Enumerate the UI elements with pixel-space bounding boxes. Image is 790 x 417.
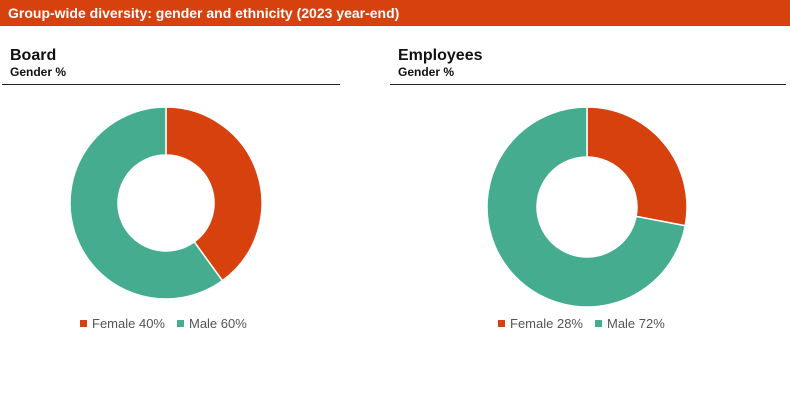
- donut-slice-male: [486, 106, 687, 308]
- legend-item-female: Female 40%: [80, 316, 165, 331]
- board-panel: Board Gender %: [2, 46, 340, 85]
- legend-item-male: Male 72%: [594, 316, 665, 331]
- board-divider: [2, 84, 340, 85]
- employees-legend: Female 28% Male 72%: [498, 316, 665, 331]
- male-swatch-icon: [176, 320, 184, 327]
- legend-label-female: Female 28%: [510, 316, 583, 331]
- employees-subtitle: Gender %: [398, 65, 455, 79]
- legend-label-male: Male 60%: [188, 316, 247, 331]
- board-subtitle: Gender %: [10, 65, 67, 79]
- board-legend: Female 40% Male 60%: [80, 316, 247, 331]
- donut-slice-female: [586, 106, 688, 227]
- donut-slice-male: [69, 106, 224, 300]
- legend-item-male: Male 60%: [176, 316, 247, 331]
- female-swatch-icon: [498, 320, 505, 327]
- donut-slice-female: [165, 106, 263, 282]
- legend-label-female: Female 40%: [92, 316, 165, 331]
- page-header-banner: Group-wide diversity: gender and ethnici…: [0, 0, 790, 26]
- male-swatch-icon: [594, 320, 602, 327]
- employees-title: Employees: [398, 47, 483, 64]
- employees-divider: [390, 84, 786, 85]
- female-swatch-icon: [80, 320, 87, 327]
- employees-panel: Employees Gender %: [390, 46, 786, 85]
- legend-item-female: Female 28%: [498, 316, 583, 331]
- employees-gender-donut: [486, 106, 688, 308]
- board-title: Board: [10, 47, 57, 64]
- board-gender-donut: [69, 106, 263, 300]
- legend-label-male: Male 72%: [606, 316, 665, 331]
